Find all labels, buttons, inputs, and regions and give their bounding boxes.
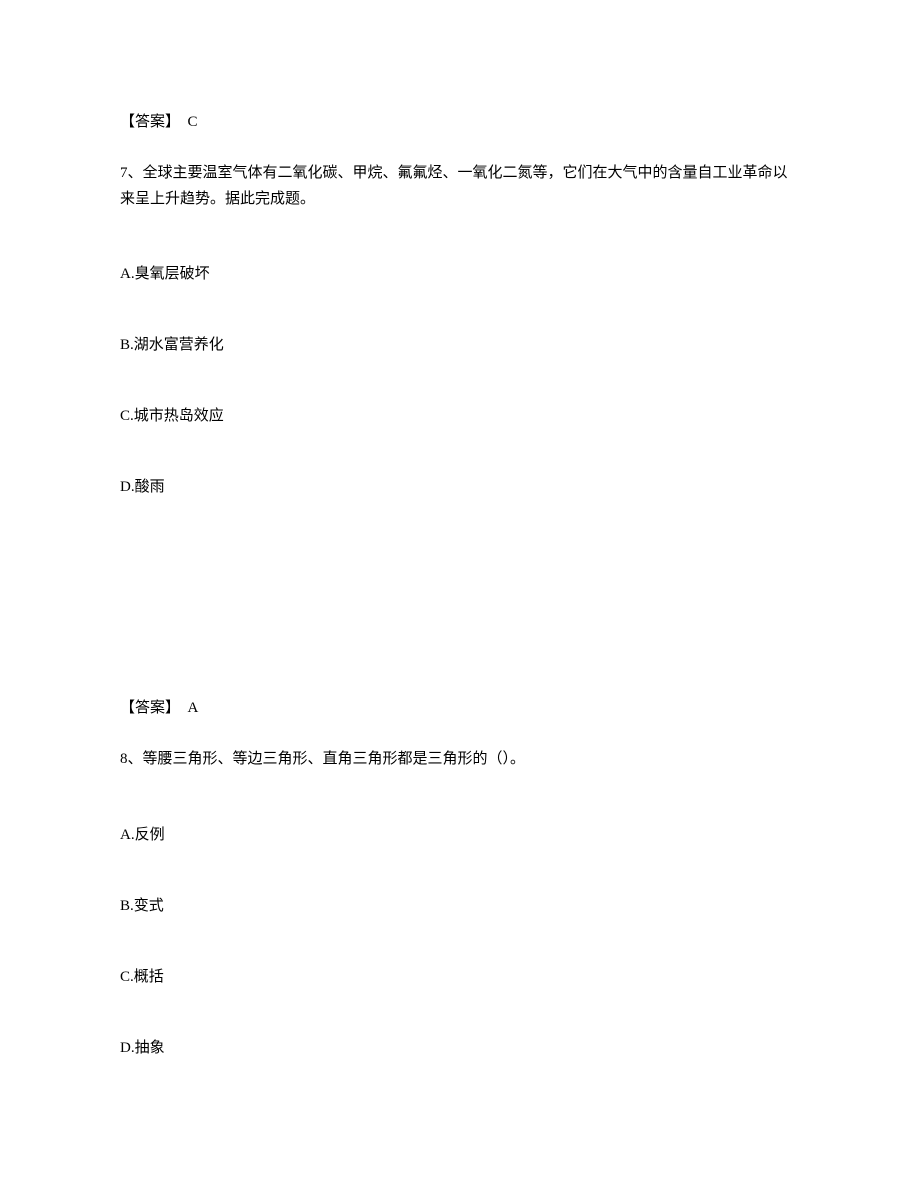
- question-7-option-a: A.臭氧层破坏: [120, 262, 800, 283]
- question-8-option-a: A.反例: [120, 823, 800, 844]
- answer-6-value: C: [188, 114, 198, 130]
- question-7-option-c: C.城市热岛效应: [120, 404, 800, 425]
- question-7-body: 全球主要温室气体有二氧化碳、甲烷、氟氟烃、一氧化二氮等，它们在大气中的含量自工业…: [120, 165, 788, 207]
- question-7-number: 7、: [120, 165, 143, 181]
- answer-6-label: 【答案】: [120, 114, 180, 130]
- question-8-body: 等腰三角形、等边三角形、直角三角形都是三角形的（）。: [143, 751, 526, 767]
- question-8-number: 8、: [120, 751, 143, 767]
- question-7-option-d: D.酸雨: [120, 475, 800, 496]
- answer-6: 【答案】 C: [120, 110, 800, 131]
- question-8-option-d: D.抽象: [120, 1036, 800, 1057]
- question-7-option-b: B.湖水富营养化: [120, 333, 800, 354]
- question-8-option-c: C.概括: [120, 965, 800, 986]
- question-7-text: 7、全球主要温室气体有二氧化碳、甲烷、氟氟烃、一氧化二氮等，它们在大气中的含量自…: [120, 161, 800, 212]
- answer-7-label: 【答案】: [120, 700, 180, 716]
- question-8-text: 8、等腰三角形、等边三角形、直角三角形都是三角形的（）。: [120, 747, 800, 773]
- question-8-option-b: B.变式: [120, 894, 800, 915]
- answer-7-value: A: [188, 700, 199, 716]
- answer-7: 【答案】 A: [120, 696, 800, 717]
